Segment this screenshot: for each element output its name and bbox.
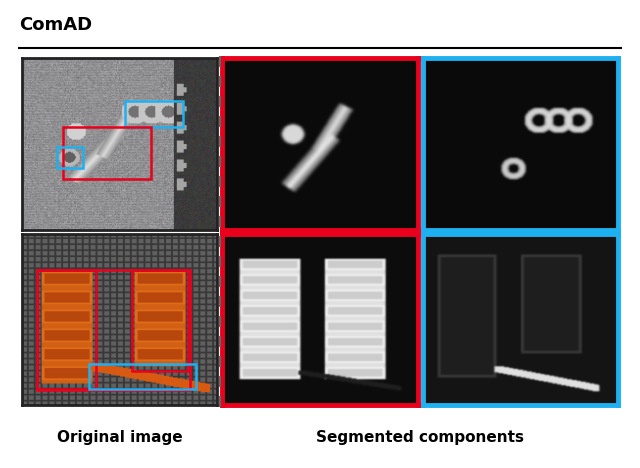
Bar [63,127,151,179]
Bar [58,147,83,168]
Bar [37,270,190,390]
Bar [37,270,95,388]
Bar [89,365,196,388]
Text: ComAD: ComAD [19,16,92,34]
Bar [125,102,184,127]
Text: Segmented components: Segmented components [316,430,524,445]
Text: Original image: Original image [57,430,182,445]
Bar [132,270,188,372]
